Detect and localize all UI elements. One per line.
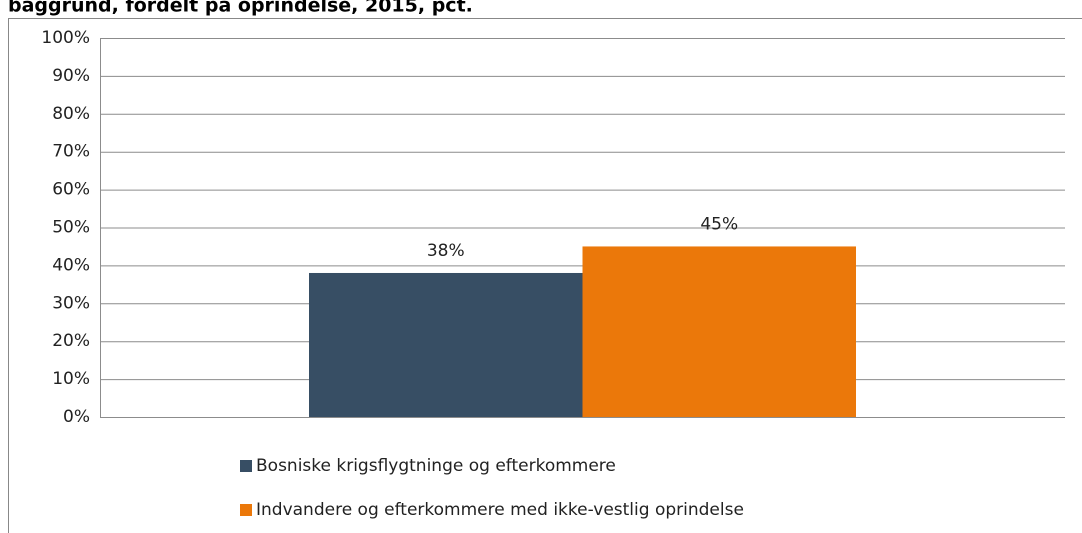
chart-title: baggrund, fordelt på oprindelse, 2015, p… xyxy=(8,0,473,17)
bar xyxy=(582,246,856,417)
y-tick-label: 20% xyxy=(52,331,90,351)
y-tick-label: 60% xyxy=(52,180,90,200)
y-tick-label: 80% xyxy=(52,104,90,124)
y-tick-label: 70% xyxy=(52,142,90,162)
y-tick-label: 30% xyxy=(52,293,90,313)
y-tick-label: 50% xyxy=(52,218,90,238)
legend-label: Bosniske krigsflygtninge og efterkommere xyxy=(256,456,616,476)
legend-label: Indvandere og efterkommere med ikke-vest… xyxy=(256,500,744,520)
legend-swatch xyxy=(240,504,252,516)
y-tick-label: 10% xyxy=(52,369,90,389)
y-tick-label: 40% xyxy=(52,255,90,275)
bar xyxy=(309,272,583,417)
legend-swatch xyxy=(240,460,252,472)
value-label: 38% xyxy=(427,241,465,261)
y-tick-label: 0% xyxy=(63,407,90,427)
y-tick-label: 100% xyxy=(41,28,90,48)
value-label: 45% xyxy=(700,214,738,234)
y-tick-label: 90% xyxy=(52,66,90,86)
